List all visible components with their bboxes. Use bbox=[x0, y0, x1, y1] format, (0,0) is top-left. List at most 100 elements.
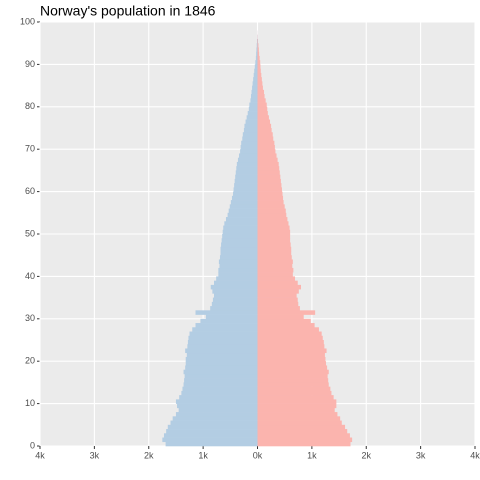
bar bbox=[257, 221, 289, 226]
bar bbox=[233, 191, 258, 197]
bar bbox=[257, 72, 262, 78]
bar bbox=[257, 246, 292, 252]
bar bbox=[231, 195, 258, 201]
bar bbox=[246, 115, 258, 120]
bar bbox=[216, 276, 258, 281]
bar bbox=[177, 403, 258, 409]
bar bbox=[257, 81, 263, 86]
bar bbox=[257, 395, 334, 400]
bar bbox=[210, 306, 258, 311]
y-tick-label: 100 bbox=[20, 16, 35, 26]
bar bbox=[257, 119, 271, 125]
bar bbox=[254, 68, 258, 74]
bar bbox=[224, 221, 258, 226]
bar bbox=[257, 225, 290, 231]
bar bbox=[170, 420, 258, 426]
bar bbox=[210, 284, 258, 290]
bar bbox=[185, 348, 258, 354]
bar bbox=[221, 238, 258, 243]
bar bbox=[200, 318, 258, 324]
bar bbox=[257, 242, 291, 248]
bar bbox=[257, 153, 277, 158]
bar bbox=[257, 403, 337, 409]
bar bbox=[234, 178, 258, 184]
bar bbox=[257, 238, 291, 243]
bar bbox=[257, 318, 311, 324]
y-tick-label: 0 bbox=[30, 440, 35, 450]
bar bbox=[252, 81, 258, 86]
y-tick-label: 80 bbox=[25, 101, 35, 111]
bar bbox=[240, 144, 258, 150]
bar bbox=[257, 183, 282, 188]
bar bbox=[257, 378, 329, 383]
bar bbox=[257, 323, 315, 328]
bar bbox=[165, 441, 258, 447]
bar bbox=[257, 420, 342, 426]
bar bbox=[257, 306, 300, 311]
bar bbox=[257, 335, 323, 341]
bar bbox=[185, 361, 258, 366]
bar bbox=[257, 123, 272, 129]
bar bbox=[257, 331, 322, 337]
bar bbox=[256, 43, 258, 48]
bar bbox=[257, 310, 316, 315]
bar bbox=[242, 132, 258, 137]
bar bbox=[257, 314, 304, 320]
y-tick-label: 10 bbox=[25, 398, 35, 408]
bar bbox=[239, 153, 258, 158]
bar bbox=[187, 340, 258, 345]
bar bbox=[179, 395, 258, 400]
bar bbox=[257, 106, 268, 112]
bar bbox=[249, 102, 258, 108]
bar bbox=[257, 94, 265, 99]
bar bbox=[257, 361, 327, 366]
bar bbox=[233, 187, 258, 192]
bar bbox=[257, 407, 335, 413]
bar bbox=[225, 217, 258, 222]
bar bbox=[229, 204, 258, 209]
bar bbox=[257, 111, 268, 116]
x-tick-label: 4k bbox=[470, 450, 480, 460]
y-tick-label: 20 bbox=[25, 356, 35, 366]
bar bbox=[257, 382, 329, 387]
x-tick-label: 2k bbox=[361, 450, 371, 460]
bar bbox=[257, 263, 293, 269]
bar bbox=[257, 85, 263, 91]
bar bbox=[230, 200, 258, 205]
bar bbox=[254, 64, 258, 69]
x-tick-label: 0k bbox=[253, 450, 263, 460]
bar bbox=[187, 344, 258, 349]
bar bbox=[257, 200, 284, 205]
bar bbox=[257, 144, 275, 150]
bar bbox=[257, 284, 301, 290]
bar bbox=[257, 297, 298, 303]
bar bbox=[175, 412, 258, 417]
bar bbox=[212, 297, 258, 303]
bar bbox=[182, 386, 258, 392]
bar bbox=[235, 170, 258, 175]
bar bbox=[257, 191, 283, 197]
bar bbox=[219, 263, 258, 269]
bar bbox=[241, 140, 258, 146]
bar bbox=[253, 77, 258, 82]
bar bbox=[212, 289, 258, 294]
bar bbox=[257, 399, 337, 404]
bar bbox=[257, 178, 281, 184]
x-tick-label: 4k bbox=[35, 450, 45, 460]
bar bbox=[163, 433, 258, 438]
bar bbox=[250, 98, 258, 103]
bar bbox=[184, 378, 258, 383]
bar bbox=[162, 437, 258, 443]
bar bbox=[214, 293, 258, 298]
bar bbox=[257, 234, 291, 239]
bar bbox=[218, 267, 258, 273]
bar bbox=[240, 149, 258, 154]
bar bbox=[221, 242, 258, 248]
bar bbox=[248, 106, 258, 112]
bar bbox=[223, 225, 258, 231]
bar bbox=[227, 212, 258, 218]
bar bbox=[257, 412, 338, 417]
bar bbox=[255, 55, 258, 61]
bar bbox=[257, 348, 327, 354]
